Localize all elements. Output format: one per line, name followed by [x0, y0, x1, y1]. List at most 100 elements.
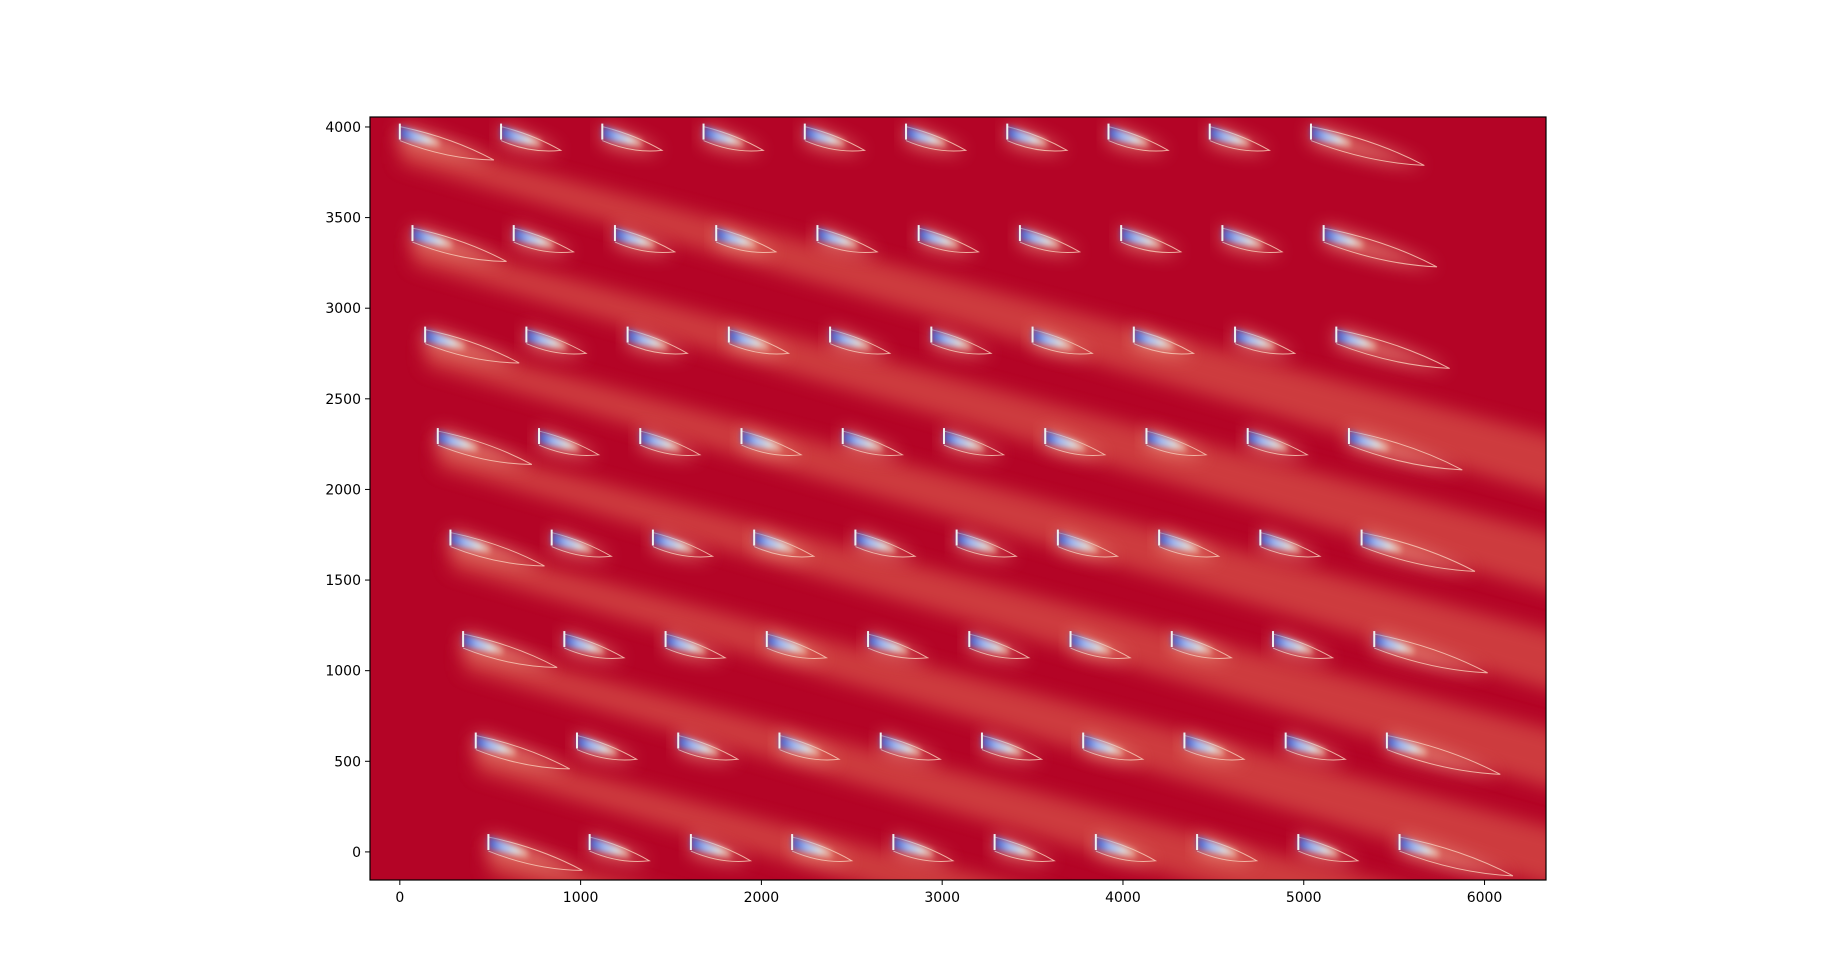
wake-contour	[475, 735, 571, 770]
turbine-wake	[1361, 530, 1475, 573]
turbine-core	[690, 836, 731, 859]
turbine-core	[1032, 328, 1073, 351]
y-tick-label: 3000	[325, 301, 361, 317]
wake-contour	[450, 532, 545, 567]
turbine-core	[1159, 531, 1199, 554]
wake-contour	[513, 227, 575, 253]
wake-plume	[1386, 733, 1501, 776]
turbine-core	[475, 734, 516, 757]
wake-contour	[1070, 633, 1132, 659]
wake-contour	[1234, 329, 1297, 355]
turbine-core	[513, 227, 554, 250]
turbine-core	[1146, 430, 1187, 453]
turbine-wake	[1399, 835, 1513, 877]
wake-contour	[1298, 836, 1360, 862]
wake-contour	[1120, 227, 1183, 253]
wake-contour	[1082, 735, 1145, 761]
y-tick-label: 500	[334, 754, 361, 770]
x-tick-label: 2000	[744, 890, 780, 906]
turbine-core	[766, 633, 807, 656]
wake-contour	[627, 329, 689, 355]
wake-contour	[1108, 126, 1170, 152]
turbine-core	[589, 836, 630, 859]
turbine-core	[792, 836, 832, 859]
turbine-core	[1260, 531, 1301, 554]
wake-contour	[855, 532, 917, 558]
turbine-wake	[437, 429, 532, 466]
wake-contour	[652, 532, 715, 558]
turbine-core	[1222, 227, 1263, 250]
turbine-core	[1285, 734, 1326, 757]
wake-contour	[437, 430, 533, 465]
x-tick-label: 4000	[1105, 890, 1141, 906]
turbine-core	[399, 125, 440, 148]
wake-contour	[1323, 227, 1438, 268]
wake-contour	[1095, 836, 1158, 862]
wake-contour	[526, 329, 588, 355]
turbine-wake	[412, 226, 507, 263]
turbine-core	[450, 531, 491, 554]
wake-contour	[969, 633, 1031, 659]
turbine-core	[855, 531, 896, 554]
plot-area	[398, 123, 1546, 880]
wake-contour	[614, 227, 677, 253]
wake-contour	[1146, 430, 1208, 456]
turbine-core	[488, 836, 529, 859]
wake-contour	[1260, 532, 1322, 558]
wake-plume	[1310, 124, 1425, 167]
wake-contour	[994, 836, 1056, 862]
wake-contour	[1348, 430, 1463, 471]
wake-plume	[1348, 429, 1463, 471]
turbine-core	[1247, 430, 1288, 453]
wake-contour	[551, 532, 613, 558]
row-wake-band	[399, 136, 1546, 493]
turbine-core	[539, 430, 579, 453]
wake-plume	[412, 226, 507, 263]
wake-contour	[412, 227, 507, 262]
turbine-core	[943, 430, 984, 453]
wake-plume	[1374, 632, 1488, 674]
y-tick-label: 1500	[325, 573, 361, 589]
wake-plume	[1399, 835, 1513, 877]
wake-contour	[766, 633, 829, 659]
row-wake-band	[450, 542, 1546, 880]
turbine-core	[868, 633, 908, 656]
turbine-core	[1121, 227, 1161, 250]
turbine-wake	[488, 835, 583, 872]
turbine-core	[1095, 836, 1136, 859]
wake-contour	[1032, 329, 1094, 355]
row-wake-band	[488, 846, 618, 880]
turbine-core	[678, 734, 719, 757]
wake-plume	[399, 124, 494, 161]
turbine-core	[1348, 430, 1389, 453]
turbine-core	[412, 227, 453, 250]
turbine-core	[969, 633, 1010, 656]
wake-plume	[475, 733, 570, 770]
turbine-core	[981, 734, 1022, 757]
x-tick-label: 0	[395, 890, 404, 906]
wake-contour	[1336, 329, 1450, 369]
turbine-core	[1108, 125, 1149, 148]
turbine-core	[602, 125, 643, 148]
wake-contour	[867, 633, 930, 659]
wake-contour	[753, 532, 816, 558]
turbine-core	[437, 430, 478, 453]
turbine-wake	[1348, 429, 1463, 471]
wake-contour	[931, 329, 993, 355]
turbine-core	[551, 531, 592, 554]
wake-contour	[1399, 836, 1514, 877]
turbine-core	[716, 227, 756, 250]
turbine-wake	[399, 124, 494, 161]
turbine-core	[1374, 633, 1415, 656]
wake-contour	[640, 430, 702, 456]
turbine-core	[463, 633, 503, 656]
x-tick-label: 1000	[563, 890, 599, 906]
turbine-core	[564, 633, 605, 656]
row-wake-band	[425, 339, 1546, 689]
turbine-core	[1209, 125, 1250, 148]
turbine-core	[804, 125, 845, 148]
wake-contour	[1361, 532, 1476, 572]
wake-contour	[703, 126, 765, 152]
turbine-core	[830, 328, 870, 351]
row-wake-band	[412, 237, 1546, 591]
